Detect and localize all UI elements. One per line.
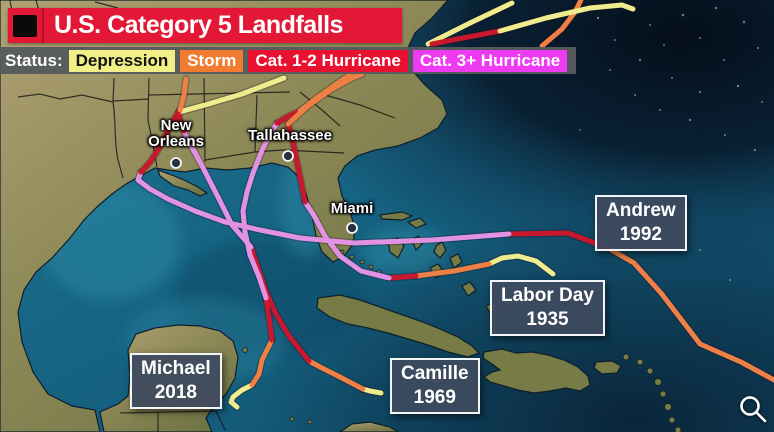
city-label-miami: Miami: [330, 200, 374, 217]
city-marker-tallahassee: [282, 150, 294, 162]
storm-year: 1969: [413, 387, 456, 408]
track-labor-day-cat12: [429, 28, 503, 47]
legend-badge-cat12: Cat. 1-2 Hurricane: [248, 49, 408, 72]
track-michael-cat3: [240, 120, 280, 301]
title-bar: U.S. Category 5 Landfalls: [8, 8, 402, 43]
track-andrew-cat12: [138, 107, 183, 175]
track-michael-storm: [539, 0, 584, 49]
channel-logo: [13, 14, 37, 37]
city-marker-new-orleans: [170, 157, 182, 169]
track-camille-depression: [425, 0, 515, 47]
city-label-new-orleans: New Orleans: [148, 117, 204, 150]
legend-badge-storm: Storm: [180, 49, 244, 72]
track-labor-day-cat3: [302, 199, 392, 281]
legend-badge-depression: Depression: [68, 49, 176, 72]
storm-year: 1992: [619, 224, 662, 245]
storm-name: Michael: [141, 358, 211, 379]
land-puerto-rico: [593, 360, 622, 375]
title-divider: [42, 8, 44, 43]
status-legend: Status: Depression Storm Cat. 1-2 Hurrican…: [0, 47, 576, 74]
track-labor-day-cat12: [285, 121, 308, 205]
storm-label-michael: Michael 2018: [130, 353, 222, 409]
storm-tracks: [134, 0, 774, 411]
track-andrew-storm: [605, 245, 774, 383]
track-camille-cat3: [181, 128, 254, 250]
track-labor-day-storm: [413, 261, 492, 279]
track-camille-depression: [176, 75, 287, 115]
track-michael-depression: [228, 382, 255, 410]
track-labor-day-depression: [486, 253, 556, 277]
storm-label-andrew: Andrew 1992: [595, 195, 687, 251]
track-andrew-cat3: [135, 169, 512, 246]
track-michael-cat12: [274, 108, 303, 126]
storm-name: Andrew: [606, 200, 676, 221]
city-marker-miami: [346, 222, 358, 234]
track-michael-cat12: [263, 295, 275, 343]
land-small-islands: [242, 249, 682, 432]
storm-name: Camille: [401, 363, 469, 384]
zoom-icon[interactable]: [736, 392, 770, 426]
track-labor-day-storm: [285, 71, 365, 127]
land-hispaniola: [482, 348, 591, 394]
track-labor-day-cat12: [386, 273, 419, 281]
track-andrew-cat12: [506, 230, 611, 251]
city-label-tallahassee: Tallahassee: [248, 127, 332, 144]
legend-badge-cat3: Cat. 3+ Hurricane: [412, 49, 568, 72]
land-honduras: [338, 421, 400, 432]
land-mississippi-delta: [157, 169, 209, 197]
land-cuba: [316, 294, 481, 358]
storm-year: 2018: [154, 382, 197, 403]
track-camille-storm: [306, 358, 366, 392]
storm-label-camille: Camille 1969: [390, 358, 480, 414]
storm-name: Labor Day: [501, 285, 594, 306]
track-labor-day-depression: [497, 2, 636, 34]
track-camille-cat12: [248, 244, 312, 364]
track-michael-storm: [249, 337, 275, 388]
state-borders: [9, 0, 396, 432]
track-andrew-storm: [177, 76, 189, 113]
storm-year: 1935: [526, 309, 569, 330]
city-markers: [170, 150, 358, 234]
storm-label-labor-day: Labor Day 1935: [490, 280, 605, 336]
page-title: U.S. Category 5 Landfalls: [54, 11, 343, 39]
legend-label: Status:: [5, 50, 63, 70]
